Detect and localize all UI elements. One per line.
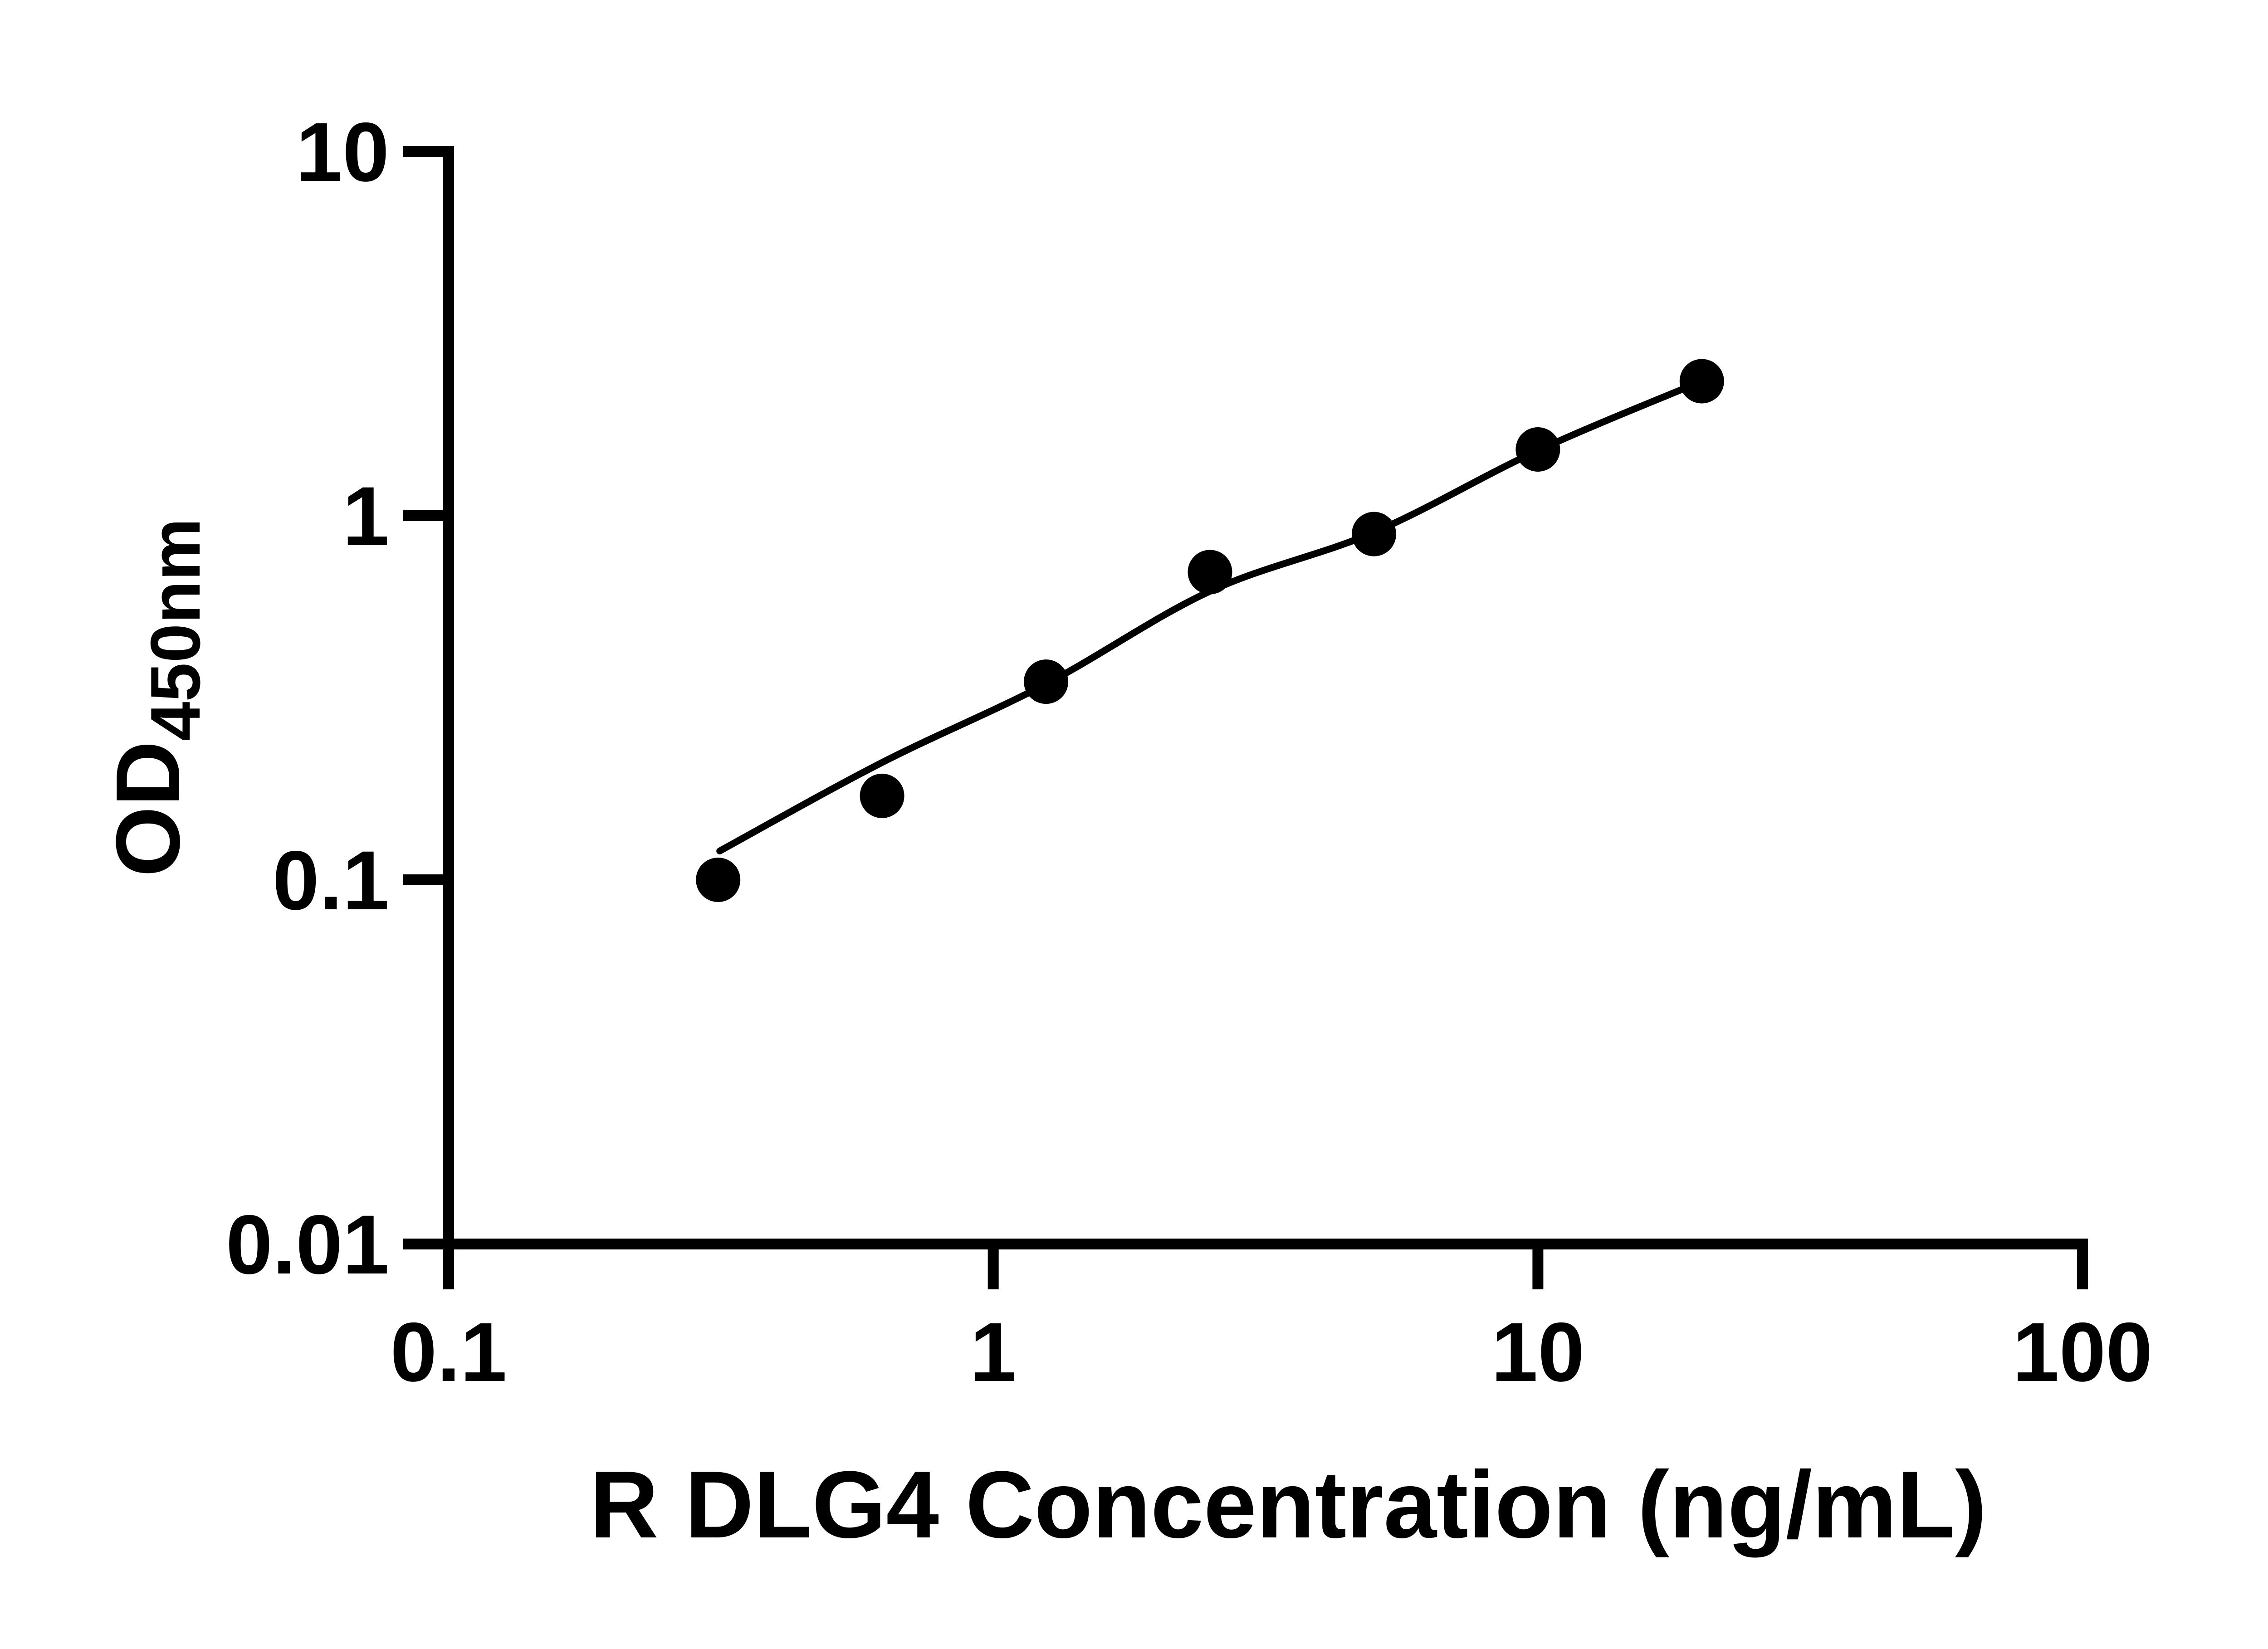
y-tick-label: 0.1 (273, 834, 389, 927)
x-tick-label: 10 (1491, 1306, 1585, 1399)
data-point (860, 773, 904, 818)
axes (443, 146, 2088, 1249)
data-series (696, 359, 1724, 902)
y-tick-label: 1 (342, 470, 389, 563)
y-axis-title-subscript: 450nm (136, 518, 215, 741)
data-point (1024, 659, 1069, 704)
x-tick-label: 0.1 (390, 1306, 507, 1399)
data-point (1352, 512, 1396, 556)
data-point (1679, 359, 1724, 404)
axis-spines (443, 146, 2088, 1249)
data-point (1515, 427, 1560, 472)
data-point (1188, 550, 1232, 595)
data-point (696, 858, 741, 902)
y-axis-title: OD450nm (98, 518, 215, 877)
y-axis-ticks (403, 146, 449, 1249)
x-axis-title: R DLG4 Concentration (ng/mL) (590, 1451, 1987, 1558)
y-tick-label: 0.01 (226, 1198, 389, 1292)
x-axis-ticks (443, 1244, 2088, 1289)
x-tick-label: 1 (970, 1306, 1017, 1399)
y-axis-tick-labels: 10 1 0.1 0.01 (226, 106, 389, 1292)
y-tick-label: 10 (296, 106, 389, 199)
y-axis-title-main: OD (98, 741, 199, 877)
x-tick-label: 100 (2013, 1306, 2153, 1399)
x-axis-tick-labels: 0.1 1 10 100 (390, 1306, 2152, 1399)
